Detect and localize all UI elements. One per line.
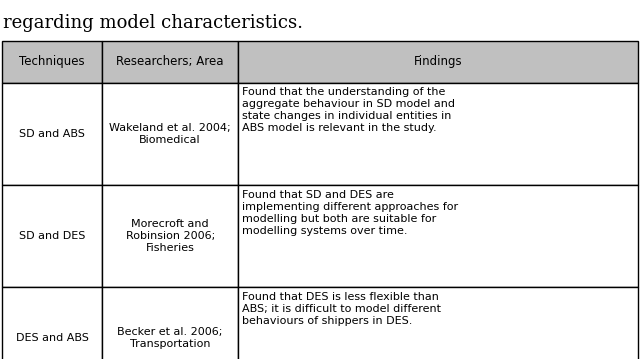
Bar bbox=[102, 287, 238, 359]
Text: Found that the understanding of the
aggregate behaviour in SD model and
state ch: Found that the understanding of the aggr… bbox=[243, 87, 456, 133]
Bar bbox=[2, 185, 102, 287]
Bar bbox=[238, 41, 638, 83]
Text: Findings: Findings bbox=[413, 55, 462, 69]
Bar bbox=[238, 287, 638, 359]
Text: Techniques: Techniques bbox=[19, 55, 85, 69]
Text: Wakeland et al. 2004;
Biomedical: Wakeland et al. 2004; Biomedical bbox=[109, 123, 231, 145]
Text: Becker et al. 2006;
Transportation: Becker et al. 2006; Transportation bbox=[118, 327, 223, 349]
Bar bbox=[102, 185, 238, 287]
Text: Researchers; Area: Researchers; Area bbox=[116, 55, 224, 69]
Text: SD and ABS: SD and ABS bbox=[19, 129, 85, 139]
Text: Morecroft and
Robinsion 2006;
Fisheries: Morecroft and Robinsion 2006; Fisheries bbox=[125, 219, 215, 253]
Bar bbox=[2, 83, 102, 185]
Text: regarding model characteristics.: regarding model characteristics. bbox=[3, 14, 303, 32]
Bar bbox=[2, 41, 102, 83]
Bar bbox=[2, 287, 102, 359]
Text: SD and DES: SD and DES bbox=[19, 231, 85, 241]
Bar bbox=[102, 83, 238, 185]
Bar bbox=[238, 185, 638, 287]
Text: DES and ABS: DES and ABS bbox=[16, 334, 88, 343]
Bar bbox=[102, 41, 238, 83]
Text: Found that DES is less flexible than
ABS; it is difficult to model different
beh: Found that DES is less flexible than ABS… bbox=[243, 292, 442, 326]
Text: Found that SD and DES are
implementing different approaches for
modelling but bo: Found that SD and DES are implementing d… bbox=[243, 190, 458, 236]
Bar bbox=[238, 83, 638, 185]
